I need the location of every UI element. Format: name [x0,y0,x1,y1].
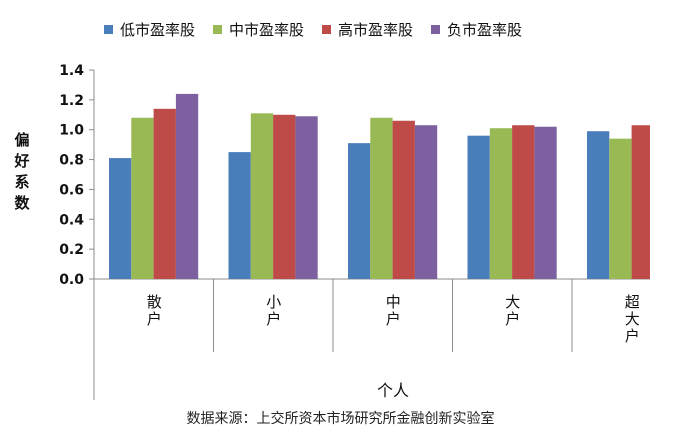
x-axis-label: 个人 [377,381,409,400]
y-axis-label: 偏好系数 [14,131,30,212]
chart-legend: 低市盈率股 中市盈率股 高市盈率股 负市盈率股 [104,19,522,39]
legend-item-low-pe: 低市盈率股 [104,19,195,40]
source-note: 数据来源：上交所资本市场研究所金融创新实验室 [186,411,495,427]
bar [295,116,318,280]
legend-label: 低市盈率股 [120,20,196,39]
bar [414,125,438,279]
y-tick-label: 1.0 [59,123,84,139]
bar [534,126,557,279]
y-tick-label: 0.8 [59,153,84,169]
bar [131,117,154,280]
y-tick-label: 1.4 [59,63,84,79]
bar [175,93,199,279]
y-tick-label: 0.6 [59,182,84,198]
bar [228,152,251,279]
legend-item-high-pe: 高市盈率股 [322,19,413,40]
legend-label: 高市盈率股 [338,20,414,39]
bar [370,117,393,280]
bar [609,138,632,279]
x-category-label: 大户 [505,293,520,328]
bar [250,113,274,280]
legend-swatch [322,24,332,34]
bar [392,120,415,279]
legend-item-negative-pe: 负市盈率股 [431,19,522,40]
y-tick-label: 0.4 [59,212,84,228]
bar [489,128,513,279]
bar [273,114,296,280]
bar [512,125,535,279]
legend-label: 中市盈率股 [229,20,305,39]
x-category-label: 超大户 [625,293,640,345]
legend-item-mid-pe: 中市盈率股 [213,19,304,40]
y-tick-label: 1.2 [59,93,84,109]
bar [467,135,490,279]
legend-swatch [431,24,441,34]
bar [348,143,371,279]
bar [587,131,610,279]
y-tick-label: 0.2 [59,242,84,258]
bar [109,158,132,279]
legend-swatch [104,24,113,34]
legend-swatch [213,24,223,34]
y-tick-label: 0.0 [59,272,84,288]
bar [631,125,650,279]
legend-label: 负市盈率股 [447,20,523,39]
bar [153,108,176,279]
x-category-label: 小户 [266,293,281,328]
x-category-label: 中户 [386,293,401,328]
x-category-label: 散户 [147,293,162,328]
